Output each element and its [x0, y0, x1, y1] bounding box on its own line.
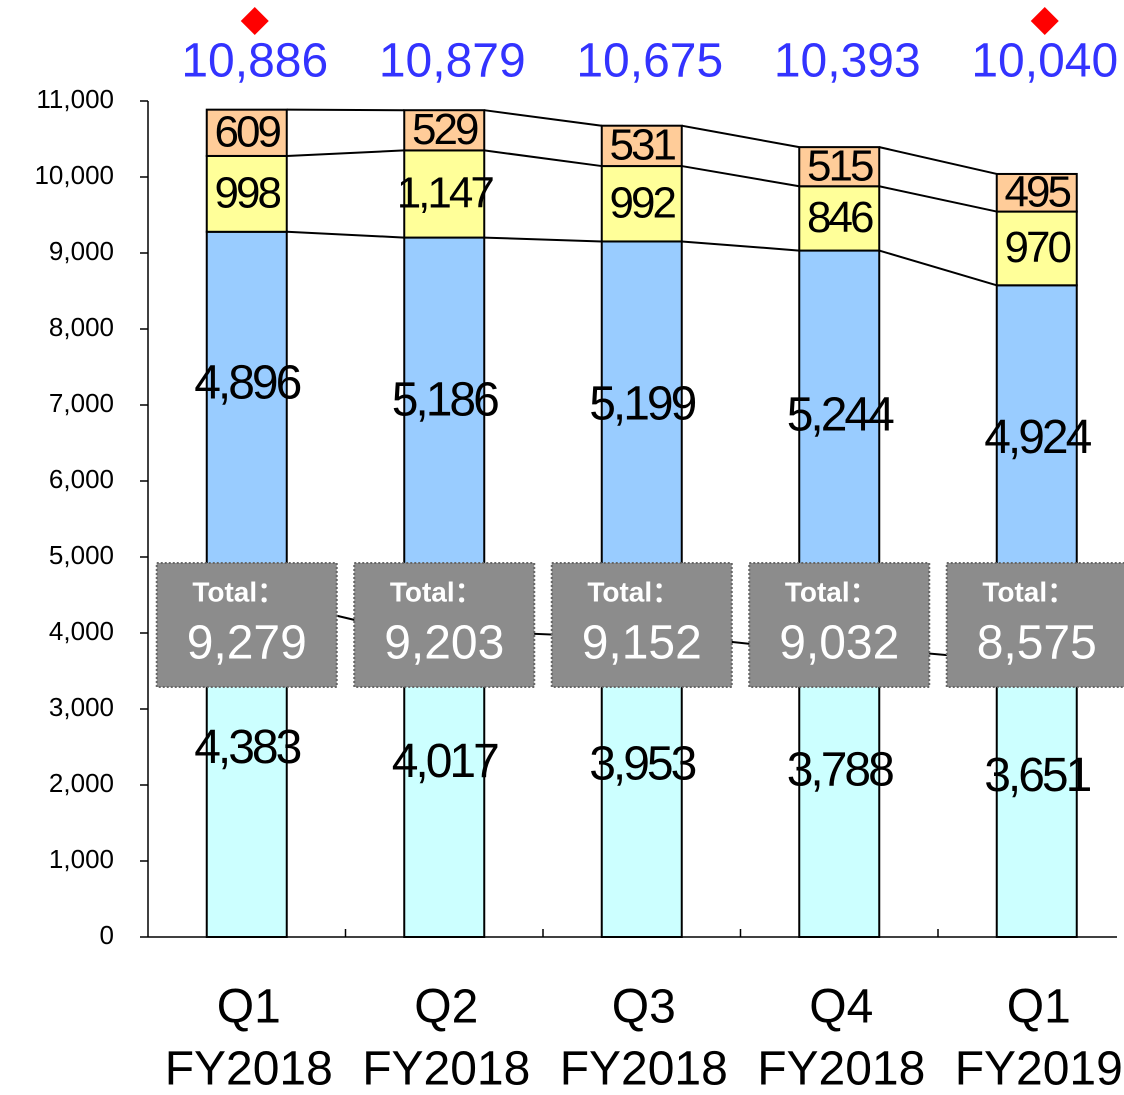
data-label: 846 [807, 193, 873, 242]
total-box [353, 562, 536, 688]
bar-segment [798, 185, 881, 252]
total-box [550, 562, 733, 688]
grand-total-label: 10,040 [971, 35, 1118, 88]
bar-segment [205, 108, 288, 157]
bar-segment [995, 210, 1078, 287]
total-caption: Total： [587, 576, 680, 607]
data-label: 4,383 [194, 721, 300, 774]
connector-line [879, 185, 997, 213]
connector-line [681, 124, 800, 149]
data-label: 531 [610, 121, 676, 170]
y-tick-label: 10,000 [34, 160, 114, 190]
bar-segment [205, 230, 288, 605]
connector-line [484, 109, 602, 127]
y-tick-label: 2,000 [49, 768, 114, 798]
data-label: 3,651 [984, 749, 1090, 802]
total-value: 9,203 [384, 617, 504, 670]
y-tick-label: 5,000 [49, 540, 114, 570]
data-label: 992 [610, 178, 676, 227]
highlight-marker [240, 7, 269, 35]
connector-line [681, 165, 800, 188]
total-caption: Total： [390, 576, 483, 607]
total-value: 8,575 [977, 617, 1097, 670]
total-caption: Total： [785, 576, 878, 607]
bar-segment [600, 124, 683, 168]
total-value: 9,279 [187, 617, 307, 670]
x-tick-label: FY2019 [955, 1043, 1123, 1095]
bar-segment [798, 146, 881, 188]
y-tick-label: 6,000 [49, 464, 114, 494]
total-box [748, 562, 931, 688]
data-label: 3,953 [589, 737, 695, 790]
data-label: 5,244 [787, 389, 894, 442]
data-label: 4,896 [194, 357, 300, 410]
y-tick-label: 1,000 [49, 844, 114, 874]
connector-line [286, 149, 405, 157]
data-label: 970 [1005, 223, 1071, 272]
total-box [945, 562, 1124, 688]
data-label: 495 [1005, 167, 1071, 216]
connector-line [286, 230, 405, 239]
grand-total-label: 10,393 [774, 35, 921, 88]
data-label: 5,199 [589, 378, 695, 431]
y-tick-label: 11,000 [36, 84, 114, 114]
total-value: 9,032 [779, 617, 899, 670]
data-label: 5,186 [392, 373, 498, 426]
grand-total-label: 10,886 [181, 35, 328, 88]
data-label: 529 [412, 105, 478, 154]
x-tick-label: FY2018 [362, 1043, 530, 1095]
x-tick-label: Q3 [612, 981, 676, 1034]
bar-segment [403, 109, 486, 152]
x-tick-label: Q2 [414, 981, 478, 1034]
bar-segment [600, 165, 683, 243]
x-tick-label: FY2018 [165, 1043, 333, 1095]
x-tick-label: Q1 [217, 981, 281, 1034]
connector-line [286, 108, 405, 112]
x-tick-label: Q4 [809, 981, 873, 1034]
data-label: 4,017 [392, 735, 498, 788]
grand-total-label: 10,675 [576, 35, 723, 88]
total-value: 9,152 [582, 617, 702, 670]
data-label: 3,788 [787, 744, 893, 797]
highlight-marker [1030, 7, 1059, 35]
bar-segment [403, 149, 486, 239]
bar-segment [995, 658, 1078, 938]
data-label: 1,147 [397, 169, 494, 218]
connector-line [879, 146, 997, 175]
y-tick-label: 9,000 [49, 236, 114, 266]
data-label: 515 [807, 141, 873, 190]
y-tick-label: 8,000 [49, 312, 114, 342]
y-tick-label: 0 [100, 920, 114, 950]
connector-line [484, 149, 602, 168]
y-tick-label: 4,000 [49, 616, 114, 646]
total-caption: Total： [192, 576, 285, 607]
bar-segment [995, 172, 1078, 213]
connector-line [484, 236, 602, 243]
data-label: 609 [215, 107, 281, 156]
total-caption: Total： [982, 576, 1075, 607]
x-tick-label: FY2018 [757, 1043, 925, 1095]
data-label: 4,924 [984, 411, 1091, 464]
x-tick-label: FY2018 [560, 1043, 728, 1095]
x-tick-label: Q1 [1007, 981, 1071, 1034]
y-tick-label: 7,000 [49, 388, 114, 418]
connector-line [878, 249, 998, 287]
y-tick-label: 3,000 [49, 692, 114, 722]
total-box [155, 562, 338, 688]
connector-line [681, 240, 800, 252]
data-label: 998 [215, 168, 281, 217]
grand-total-label: 10,879 [379, 35, 526, 88]
